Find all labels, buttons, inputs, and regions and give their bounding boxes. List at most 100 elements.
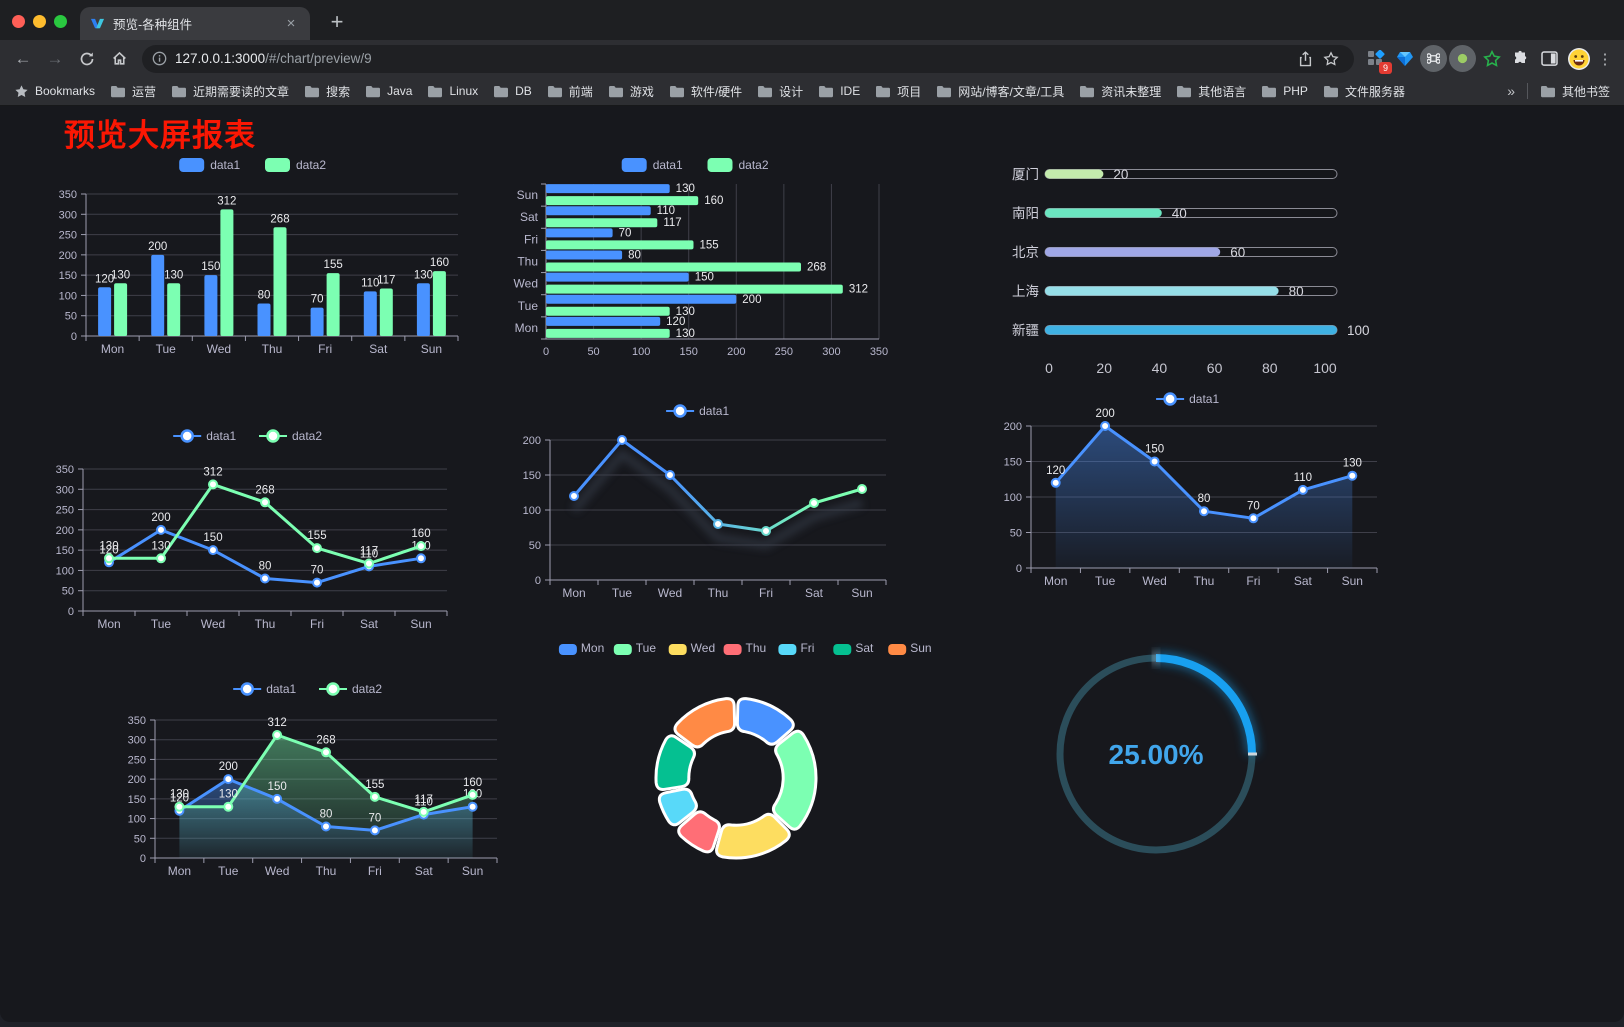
point-data1-Sun[interactable]: [416, 553, 426, 564]
tab-close-icon[interactable]: ×: [286, 14, 296, 32]
bar-data1-Tue[interactable]: [151, 254, 165, 336]
bookmark-folder[interactable]: 搜索: [304, 83, 350, 100]
legend-item-data2[interactable]: data2: [259, 429, 322, 443]
bookmark-folder[interactable]: 游戏: [608, 83, 654, 100]
hbar-data2-Sat[interactable]: [546, 218, 658, 228]
hbar-data2-Sun[interactable]: [546, 196, 699, 206]
point-data2-Thu[interactable]: [260, 497, 270, 508]
bar-data2-Fri[interactable]: [326, 273, 340, 336]
point-data1-Wed[interactable]: [1149, 456, 1160, 467]
page-info-icon[interactable]: [152, 51, 167, 66]
legend-item-data1[interactable]: data1: [233, 682, 297, 696]
hbar-data2-Thu[interactable]: [546, 262, 801, 272]
point-data1-Sat[interactable]: [1297, 484, 1308, 495]
point-data2-Fri[interactable]: [312, 543, 322, 554]
home-button[interactable]: [104, 44, 134, 74]
point-data2-Wed[interactable]: [208, 479, 218, 490]
point-data2-Wed[interactable]: [272, 730, 283, 740]
extension-gem[interactable]: [1391, 45, 1418, 72]
bar-data1-Sat[interactable]: [363, 291, 377, 336]
legend-item-data1[interactable]: data1: [666, 404, 729, 418]
share-button[interactable]: [1292, 46, 1318, 72]
point-data2-Thu[interactable]: [321, 747, 331, 758]
hbar-data1-Sun[interactable]: [546, 184, 670, 194]
address-bar[interactable]: 127.0.0.1:3000/#/chart/preview/9: [142, 44, 1354, 73]
point-data1-Thu[interactable]: [321, 821, 331, 832]
bar-data1-Thu[interactable]: [257, 303, 271, 337]
legend-item-Tue[interactable]: Tue: [613, 641, 657, 655]
point-data2-Sat[interactable]: [418, 806, 429, 817]
legend-item-data2[interactable]: data2: [707, 158, 769, 172]
legend-item-Sat[interactable]: Sat: [833, 641, 874, 655]
point-data2-Mon[interactable]: [104, 553, 114, 564]
point-data2-Tue[interactable]: [223, 801, 234, 812]
bookmark-folder[interactable]: 资讯未整理: [1079, 83, 1161, 100]
forward-button[interactable]: →: [46, 48, 64, 68]
bar-data2-Wed[interactable]: [220, 209, 234, 336]
bar-data2-Tue[interactable]: [167, 283, 181, 336]
point-data1-Wed[interactable]: [272, 793, 283, 804]
hbar-data2-Wed[interactable]: [546, 284, 843, 294]
bookmark-folder[interactable]: 设计: [757, 83, 803, 100]
point-data2-Sun[interactable]: [416, 541, 426, 552]
extension-workspaces[interactable]: 9: [1362, 45, 1392, 74]
hbar-data2-Tue[interactable]: [546, 306, 670, 316]
point-data1-Sun[interactable]: [1347, 470, 1358, 481]
back-button[interactable]: ←: [14, 48, 32, 68]
legend-item-Fri[interactable]: Fri: [778, 641, 814, 655]
bookmark-folder[interactable]: 前端: [547, 83, 593, 100]
hbar-data1-Sat[interactable]: [546, 206, 651, 216]
legend-item-data1[interactable]: data1: [173, 429, 237, 443]
point-data2-Fri[interactable]: [369, 791, 380, 802]
pie-slice-Sun[interactable]: [673, 697, 737, 749]
url-text[interactable]: 127.0.0.1:3000/#/chart/preview/9: [175, 51, 372, 66]
pie-slice-Mon[interactable]: [735, 697, 795, 746]
bar-data1-Wed[interactable]: [204, 275, 218, 336]
point-data1-Tue[interactable]: [1100, 421, 1111, 431]
hbar-data1-Tue[interactable]: [546, 294, 737, 304]
point-data1-Sat[interactable]: [809, 498, 819, 508]
legend-item-Thu[interactable]: Thu: [723, 641, 767, 655]
point-data2-Tue[interactable]: [156, 553, 166, 564]
bookmark-folder[interactable]: DB: [493, 83, 532, 100]
bar-data2-Thu[interactable]: [273, 227, 287, 336]
legend-item-Wed[interactable]: Wed: [668, 641, 715, 655]
window-minimize-button[interactable]: [33, 15, 46, 28]
hbar-data1-Thu[interactable]: [546, 250, 623, 260]
bookmark-folder[interactable]: 其他语言: [1176, 83, 1246, 100]
legend-item-data1[interactable]: data1: [179, 158, 241, 172]
bookmark-folder[interactable]: 软件/硬件: [669, 83, 742, 100]
bookmark-star-button[interactable]: [1318, 46, 1344, 72]
legend-item-Mon[interactable]: Mon: [558, 641, 604, 655]
point-data1-Fri[interactable]: [761, 526, 771, 536]
point-data1-Fri[interactable]: [312, 577, 322, 588]
point-data1-Fri[interactable]: [1248, 513, 1259, 524]
point-data2-Sat[interactable]: [364, 558, 374, 569]
browser-tab-active[interactable]: 预览-各种组件 ×: [80, 7, 310, 40]
bookmark-folder[interactable]: Java: [365, 83, 412, 100]
extension-recorder[interactable]: [1449, 45, 1476, 72]
side-panel-button[interactable]: [1536, 45, 1563, 72]
window-maximize-button[interactable]: [54, 15, 67, 28]
profile-avatar[interactable]: [1565, 45, 1592, 72]
legend-item-data1[interactable]: data1: [621, 158, 683, 172]
legend-item-data1[interactable]: data1: [1156, 392, 1219, 406]
bookmark-folder[interactable]: 网站/博客/文章/工具: [936, 83, 1064, 100]
bookmark-folder[interactable]: 项目: [875, 83, 921, 100]
bookmarks-overflow-icon[interactable]: »: [1507, 83, 1515, 99]
point-data1-Sun[interactable]: [467, 801, 478, 812]
window-close-button[interactable]: [12, 15, 25, 28]
bar-data1-Sun[interactable]: [416, 283, 430, 336]
legend-item-data2[interactable]: data2: [319, 682, 382, 696]
bookmark-folder[interactable]: IDE: [818, 83, 860, 100]
extension-green-star[interactable]: [1478, 45, 1505, 72]
point-data1-Fri[interactable]: [369, 825, 380, 836]
extension-command[interactable]: [1420, 45, 1447, 72]
bar-data2-Sat[interactable]: [379, 288, 393, 337]
point-data2-Sun[interactable]: [467, 789, 478, 800]
pie-slice-Tue[interactable]: [771, 729, 818, 831]
point-data2-Mon[interactable]: [174, 801, 185, 812]
bar-data1-Fri[interactable]: [310, 307, 324, 336]
browser-menu-button[interactable]: ⋮: [1597, 50, 1613, 68]
bookmark-folder[interactable]: PHP: [1261, 83, 1308, 100]
